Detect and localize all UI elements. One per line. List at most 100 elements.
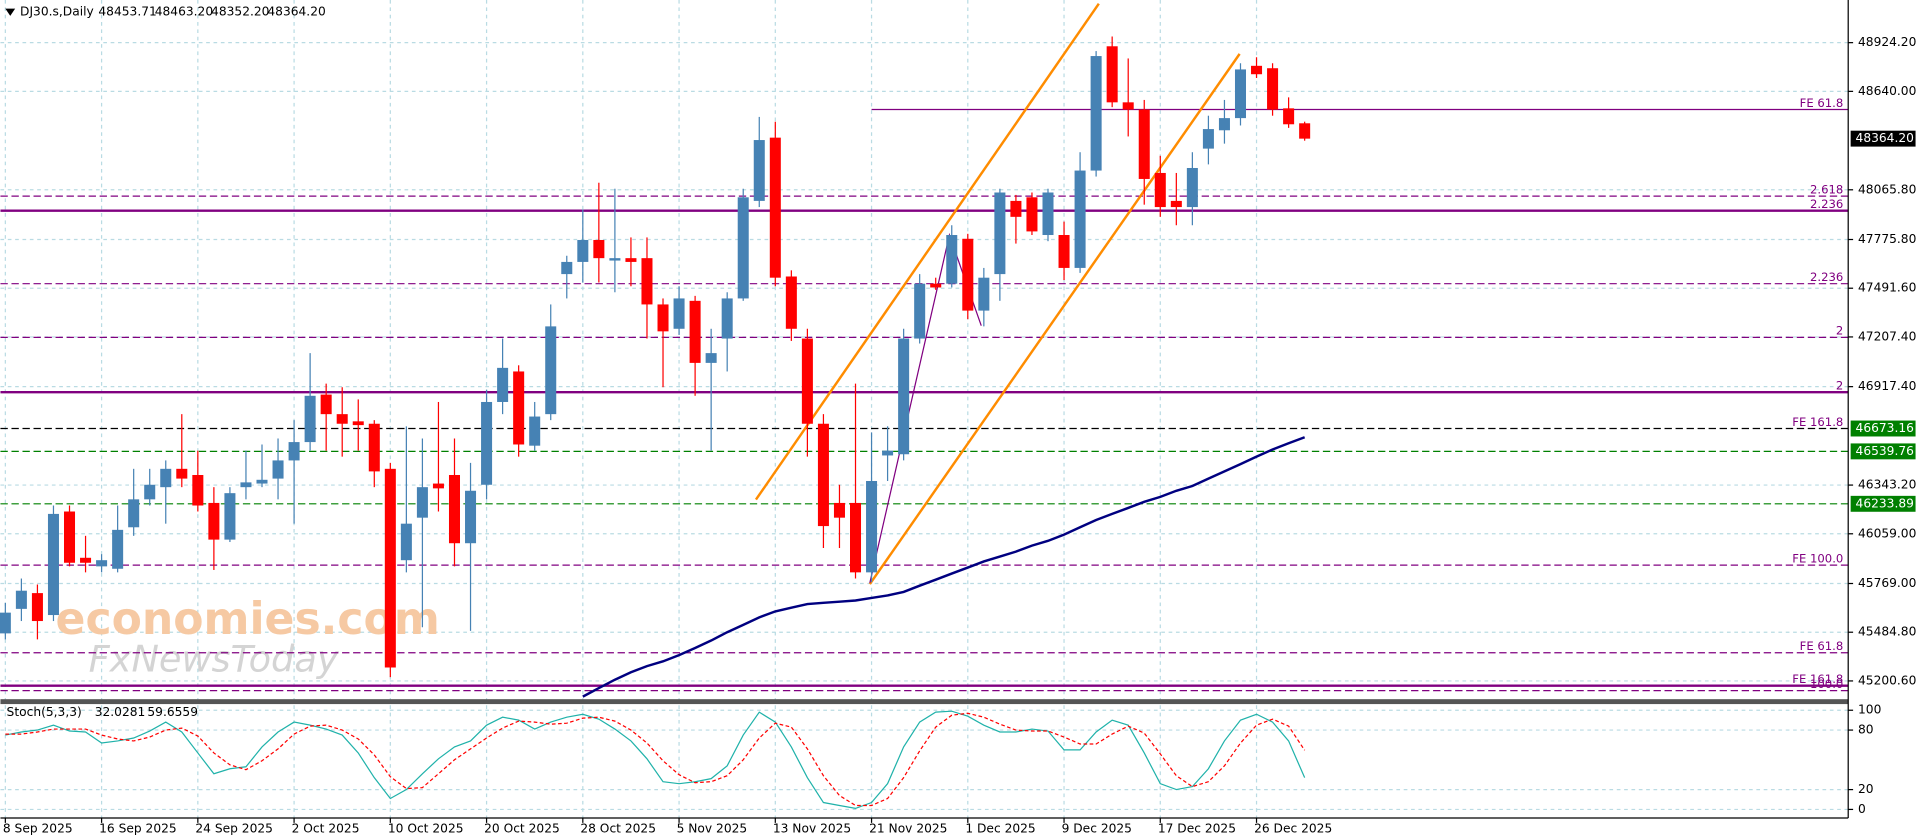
y-tick-label: 48640.00 [1858, 84, 1916, 98]
level-label: FE 61.8 [1800, 639, 1844, 653]
candle-body [80, 557, 92, 563]
indicator [5, 710, 1306, 810]
price-tag-label: 46233.89 [1856, 496, 1914, 510]
candle-body [1299, 123, 1311, 139]
candle-body [1074, 170, 1086, 268]
ohlc-low: 48352.20 [211, 5, 269, 19]
candle-body [930, 283, 942, 288]
candle-body [256, 479, 268, 484]
x-tick-label: 10 Oct 2025 [388, 821, 464, 835]
level-label: 2.618 [1810, 182, 1843, 196]
x-tick-label: 13 Nov 2025 [773, 821, 851, 835]
candle-body [609, 258, 621, 261]
candle-body [625, 258, 637, 262]
y-tick-label: 48924.20 [1858, 35, 1916, 49]
candle-body [1154, 172, 1166, 208]
channel-line [868, 53, 1241, 585]
candle-body [882, 450, 894, 456]
candle-body [64, 511, 76, 563]
candle-body [545, 326, 557, 415]
level-label: FE 100.0 [1792, 552, 1843, 566]
candle-body [481, 401, 493, 485]
candle-body [400, 523, 412, 561]
candle-body [593, 239, 605, 259]
candle-body [529, 416, 541, 446]
y-tick-label: 20 [1858, 782, 1874, 796]
axes: 48924.20 48640.00 48065.80 47775.80 47491.60… [3, 35, 1916, 835]
x-tick-label: 8 Sep 2025 [3, 821, 73, 835]
y-tick-label: 46343.20 [1858, 478, 1916, 492]
candle-body [978, 277, 990, 311]
indicator-title: Stoch(5,3,3) [7, 705, 82, 719]
candle-body [1122, 102, 1134, 110]
candle-body [336, 414, 348, 424]
candle-body [641, 258, 653, 305]
candle-body [1202, 129, 1214, 149]
candle-body [176, 468, 188, 479]
candle-body [1090, 56, 1102, 171]
candle-body [962, 238, 974, 311]
menu-arrow[interactable] [5, 8, 16, 16]
candle-body [1106, 46, 1118, 103]
candle-body [272, 460, 284, 479]
candle-body [673, 298, 685, 329]
candle-body [561, 261, 573, 275]
candle-body [1058, 235, 1070, 268]
y-tick-label: 48065.80 [1858, 182, 1916, 196]
y-tick-label: 46917.40 [1858, 379, 1916, 393]
watermark: FxNewsToday [89, 638, 340, 681]
candle-body [1234, 69, 1246, 119]
candle-body [946, 235, 958, 284]
price-tag [1850, 495, 1916, 512]
y-tick-label: 0 [1858, 802, 1866, 816]
candle-body [689, 300, 701, 363]
candle-body [112, 529, 124, 569]
candle-body [833, 502, 845, 518]
y-tick-label: 47491.60 [1858, 281, 1916, 295]
level-label: FE 161.8 [1792, 672, 1843, 686]
symbol: DJ30.s,Daily [20, 5, 94, 19]
y-tick-label: 47207.40 [1858, 329, 1916, 343]
current-price-tag [1850, 130, 1916, 147]
candle-body [705, 353, 717, 363]
candle-body [769, 137, 781, 278]
candle-body [144, 484, 156, 500]
candle-body [15, 590, 27, 609]
candle-body [448, 474, 460, 544]
level-label: 2 [1836, 324, 1843, 338]
current-price-label: 48364.20 [1856, 131, 1914, 145]
x-tick-label: 26 Dec 2025 [1254, 821, 1332, 835]
y-tick-label: 45484.80 [1858, 625, 1916, 639]
candle-body [128, 499, 140, 528]
candle-body [1170, 200, 1182, 208]
candle-body [1026, 197, 1038, 232]
ma-line [582, 436, 1306, 698]
candle-body [753, 140, 765, 201]
y-tick-label: 45200.60 [1858, 673, 1916, 687]
candle-body [801, 338, 813, 424]
candle-body [416, 487, 428, 518]
candle-body [1283, 108, 1295, 125]
x-tick-label: 21 Nov 2025 [869, 821, 947, 835]
y-tick-label: 100 [1858, 703, 1881, 717]
candle-body [368, 423, 380, 472]
level-label: 2.236 [1810, 270, 1843, 284]
indicator-signal-value: 59.6559 [147, 705, 198, 719]
stoch-main-line [5, 710, 1306, 810]
candle-body [432, 483, 444, 489]
candle-body [497, 367, 509, 402]
price-tag [1850, 420, 1916, 437]
candle-body [737, 197, 749, 299]
level-label: 2 [1836, 379, 1843, 393]
candle-body [352, 421, 364, 426]
candle-body [320, 394, 332, 415]
candle-body [1251, 65, 1263, 75]
ohlc-open: 48453.71 [98, 5, 156, 19]
x-tick-label: 5 Nov 2025 [677, 821, 748, 835]
candle-body [1267, 68, 1279, 110]
level-label: 2.236 [1810, 197, 1843, 211]
candle-body [160, 468, 172, 488]
candle-body [994, 192, 1006, 275]
